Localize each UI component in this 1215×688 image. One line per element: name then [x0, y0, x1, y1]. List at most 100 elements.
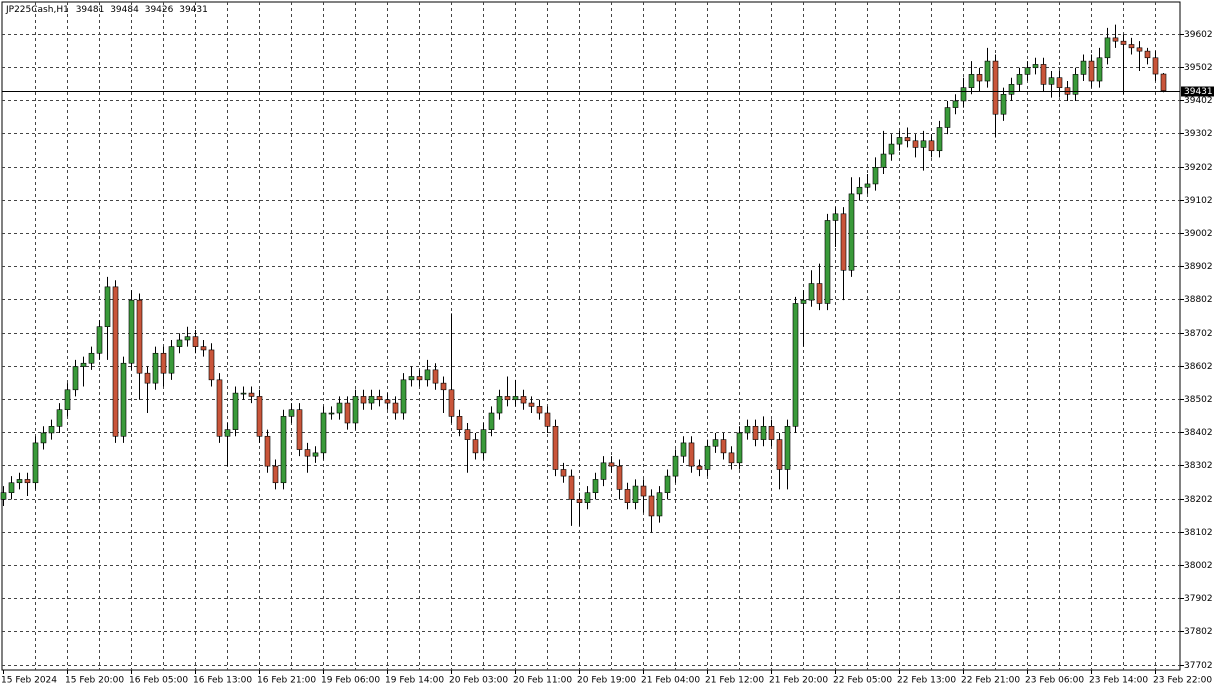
candle-body	[768, 426, 775, 440]
candle-body	[808, 283, 815, 301]
y-tick-label: 38202	[1184, 495, 1213, 505]
candle-body	[744, 426, 751, 434]
candle-body	[112, 286, 119, 437]
y-tick-label: 39402	[1184, 96, 1213, 106]
header-open: 39481	[76, 5, 105, 15]
candle-body	[864, 183, 871, 188]
candle-body	[24, 479, 31, 484]
candle-body	[1160, 73, 1167, 91]
header-low: 39426	[145, 5, 174, 15]
candle-body	[416, 376, 423, 381]
y-tick-label: 39002	[1184, 229, 1213, 239]
candle-body	[616, 465, 623, 490]
candle-body	[96, 326, 103, 354]
candle-body	[832, 213, 839, 221]
candle-body	[792, 303, 799, 427]
candle-body	[672, 455, 679, 477]
x-tick-label: 15 Feb 20:00	[65, 676, 124, 686]
candle-body	[448, 389, 455, 417]
y-tick-label: 39102	[1184, 196, 1213, 206]
x-tick-label: 16 Feb 05:00	[129, 676, 188, 686]
x-tick-label: 19 Feb 14:00	[385, 676, 444, 686]
candle-body	[320, 412, 327, 454]
candle-body	[8, 482, 15, 494]
candle-body	[696, 465, 703, 470]
candle-body	[568, 475, 575, 500]
candle-body	[72, 366, 79, 391]
y-tick-label: 38602	[1184, 362, 1213, 372]
candle-body	[664, 475, 671, 494]
candle-body	[304, 449, 311, 457]
x-tick-label: 23 Feb 14:00	[1089, 676, 1148, 686]
candle-body	[200, 346, 207, 351]
candle-body	[888, 143, 895, 155]
candle-body	[128, 299, 135, 364]
candle-body	[960, 87, 967, 102]
x-tick-label: 19 Feb 06:00	[321, 676, 380, 686]
candle-body	[496, 396, 503, 414]
candle-body	[992, 60, 999, 115]
candle-body	[176, 339, 183, 347]
candle-body	[600, 462, 607, 480]
candle-body	[1144, 50, 1151, 59]
x-tick-label: 20 Feb 03:00	[449, 676, 508, 686]
candle-body	[424, 369, 431, 381]
header-close: 39431	[179, 5, 208, 15]
candle-body	[520, 396, 527, 404]
candle-body	[1120, 40, 1127, 45]
x-tick-label: 20 Feb 11:00	[513, 676, 572, 686]
y-tick-label: 38802	[1184, 295, 1213, 305]
candle-body	[232, 392, 239, 430]
candle-body	[312, 452, 319, 457]
candle-body	[624, 489, 631, 503]
x-tick-label: 15 Feb 2024	[1, 676, 57, 686]
candle-body	[872, 167, 879, 185]
candle-body	[528, 402, 535, 407]
y-tick-label: 38102	[1184, 528, 1213, 538]
x-tick-label: 20 Feb 19:00	[577, 676, 636, 686]
candle-body	[392, 402, 399, 414]
candle-body	[848, 193, 855, 271]
candle-body	[184, 336, 191, 341]
candle-body	[280, 416, 287, 484]
candle-body	[488, 412, 495, 430]
candle-body	[944, 107, 951, 128]
candle-body	[976, 74, 983, 82]
y-tick-label: 38702	[1184, 329, 1213, 339]
candle-body	[336, 402, 343, 414]
candle-body	[968, 74, 975, 88]
candle-body	[728, 452, 735, 464]
candle-body	[688, 442, 695, 467]
candle-body	[120, 362, 127, 437]
x-tick-label: 21 Feb 12:00	[705, 676, 764, 686]
candle-body	[64, 389, 71, 411]
candle-body	[824, 220, 831, 304]
candle-body	[512, 396, 519, 401]
candle-body	[984, 60, 991, 82]
candle-body	[272, 465, 279, 484]
candle-body	[256, 396, 263, 437]
candle-body	[368, 396, 375, 404]
candle-body	[1096, 57, 1103, 82]
y-tick-label: 39302	[1184, 129, 1213, 139]
chart-header: JP225Cash,H1 39481 39484 39426 39431	[5, 5, 208, 15]
candle-body	[1040, 64, 1047, 85]
candle-body	[584, 492, 591, 503]
x-tick-label: 23 Feb 22:00	[1153, 676, 1212, 686]
candle-body	[152, 352, 159, 384]
x-tick-label: 16 Feb 21:00	[257, 676, 316, 686]
candle-body	[704, 445, 711, 470]
x-tick-label: 22 Feb 13:00	[897, 676, 956, 686]
x-tick-label: 22 Feb 21:00	[961, 676, 1020, 686]
plot-frame	[1, 1, 1181, 671]
candle-body	[912, 140, 919, 148]
candle-body	[48, 426, 55, 434]
candle-body	[376, 396, 383, 401]
x-tick-label: 21 Feb 20:00	[769, 676, 828, 686]
candle-body	[648, 495, 655, 517]
candle-body	[592, 479, 599, 494]
candle-body	[168, 346, 175, 374]
candle-body	[920, 140, 927, 148]
y-tick-label: 39202	[1184, 163, 1213, 173]
x-tick-label: 23 Feb 06:00	[1025, 676, 1084, 686]
